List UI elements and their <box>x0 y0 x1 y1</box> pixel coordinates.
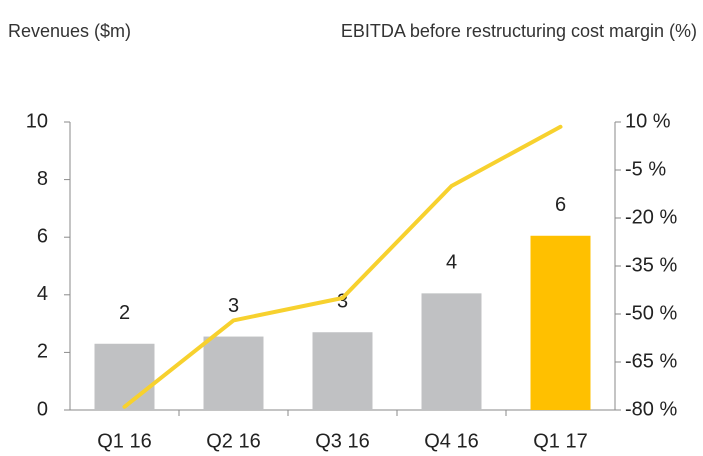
y2-tick-label: -80 % <box>625 398 677 420</box>
bar-value-label: 3 <box>337 291 348 313</box>
bar <box>94 343 155 410</box>
bar <box>312 332 373 410</box>
y2-tick-label: -35 % <box>625 254 677 276</box>
y-tick-label: 10 <box>26 110 48 132</box>
x-tick-label: Q3 16 <box>315 430 369 452</box>
bar-value-label: 6 <box>555 194 566 216</box>
bar <box>530 235 591 410</box>
bar-value-label: 3 <box>228 295 239 317</box>
x-tick-label: Q1 16 <box>97 430 151 452</box>
x-tick-label: Q2 16 <box>206 430 260 452</box>
y-tick-label: 6 <box>37 225 48 247</box>
line <box>122 124 563 409</box>
x-tick-label: Q4 16 <box>424 430 478 452</box>
y-tick-label: 4 <box>37 283 48 305</box>
bar-value-label: 2 <box>119 302 130 324</box>
y-tick-label: 2 <box>37 341 48 363</box>
bar <box>421 293 482 410</box>
left-axis-title: Revenues ($m) <box>8 21 132 41</box>
right-axis-title: EBITDA before restructuring cost margin … <box>340 21 697 41</box>
bar <box>203 336 264 410</box>
y2-tick-label: 10 % <box>625 110 671 132</box>
bar-value-label: 4 <box>446 252 457 274</box>
y2-tick-label: -50 % <box>625 302 677 324</box>
y2-tick-label: -20 % <box>625 206 677 228</box>
y2-tick-label: -5 % <box>625 158 666 180</box>
y-tick-label: 0 <box>37 398 48 420</box>
y2-tick-label: -65 % <box>625 350 677 372</box>
x-tick-label: Q1 17 <box>533 430 587 452</box>
y-tick-label: 8 <box>37 168 48 190</box>
